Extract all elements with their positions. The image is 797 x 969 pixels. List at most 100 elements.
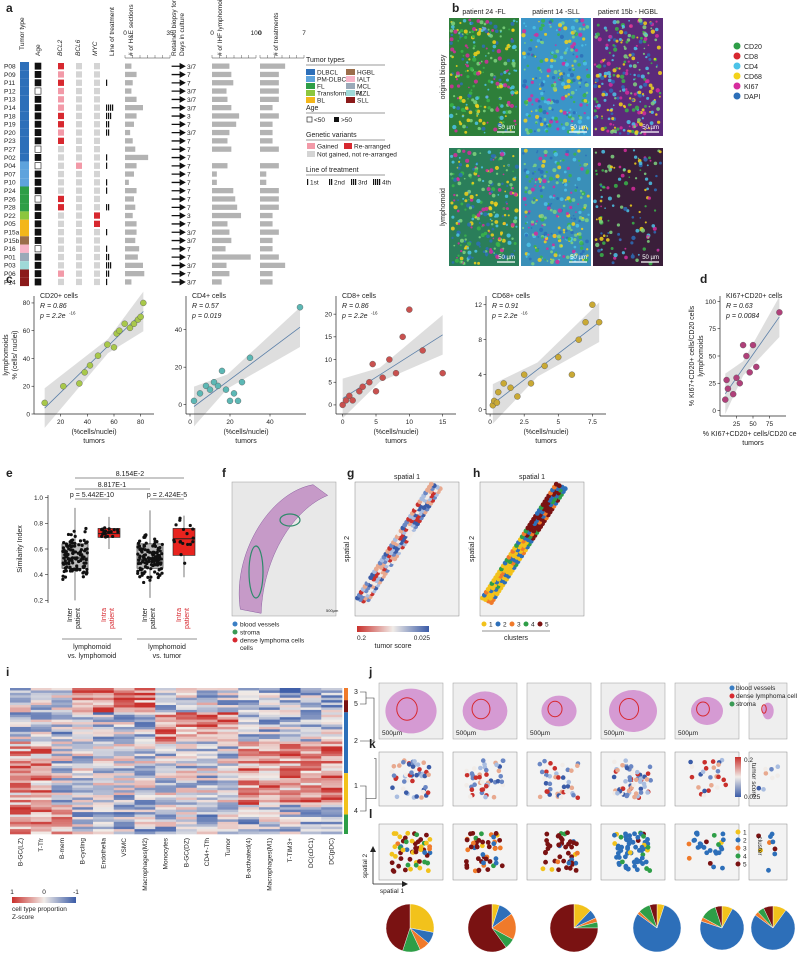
data-point [736, 380, 743, 387]
heatmap-cell [51, 726, 73, 730]
cell-dot [469, 176, 472, 179]
cell-dot [646, 164, 649, 167]
genetic-cell [76, 237, 82, 244]
cell-dot [582, 61, 588, 66]
cell-dot [553, 70, 558, 75]
spot-cluster [476, 837, 482, 843]
spot-cluster [497, 845, 503, 851]
heatmap-cell [30, 831, 52, 835]
heatmap-cell [217, 753, 239, 757]
heatmap-cell [72, 761, 94, 764]
data-point [589, 301, 596, 308]
jitter-point [153, 570, 157, 574]
spot-cluster [704, 850, 710, 856]
cell-dot [528, 210, 531, 213]
jitter-point [67, 560, 71, 565]
cell-dot [600, 195, 603, 199]
cell-dot [468, 18, 472, 22]
spot-cluster [556, 833, 562, 838]
heatmap-cell [238, 775, 260, 779]
cell-dot [505, 223, 509, 226]
heatmap-cell [10, 731, 32, 735]
heatmap-cell [259, 824, 281, 827]
heatmap-cell [321, 719, 343, 723]
spot-tumor-score [415, 762, 421, 767]
spot-cluster [392, 844, 398, 850]
cell-dot [594, 169, 598, 173]
heatmap-cell [217, 741, 239, 745]
heatmap-cell [10, 773, 32, 776]
spatial-thumbnail-frame [378, 751, 444, 807]
jitter-point [181, 527, 186, 532]
cell-dot [478, 118, 483, 123]
chart-title: CD8+ cells [342, 293, 377, 300]
cell-dot [492, 158, 495, 161]
legend-dot [232, 629, 238, 635]
cell-dot [462, 149, 466, 153]
heatmap-cell [10, 714, 32, 718]
heatmap-cell [93, 739, 115, 742]
cell-dot [534, 184, 537, 187]
heatmap-cell [155, 765, 177, 769]
jitter-point [72, 529, 76, 533]
heatmap-cell [176, 765, 198, 769]
y-tick-label: 0 [26, 411, 30, 418]
cell-dot [469, 198, 474, 202]
cell-dot [565, 49, 568, 52]
cell-dot [656, 107, 660, 111]
heatmap-cell [259, 770, 281, 774]
cell-dot [553, 152, 558, 157]
heatmap-cell [93, 797, 115, 801]
cell-dot [506, 58, 511, 63]
spatial-y-label: spatial 2 [344, 536, 351, 562]
cell-dot [649, 121, 654, 126]
cell-dot [537, 257, 542, 263]
cell-dot [492, 44, 497, 49]
genetic-cell [76, 195, 82, 203]
jitter-point [102, 529, 106, 534]
dense-lymphoma-outline [618, 698, 640, 720]
group-label: Inter [142, 607, 149, 622]
heatmap-cell [217, 807, 239, 810]
heatmap-cell [113, 731, 135, 735]
heatmap-cell [155, 826, 177, 830]
line-swatch [329, 179, 331, 185]
cell-dot [616, 223, 621, 227]
cell-dot [557, 208, 563, 213]
cell-dot [475, 71, 481, 76]
cell-dot [597, 64, 602, 69]
cell-dot [599, 236, 604, 241]
treatment-line-bar [108, 104, 110, 111]
heatmap-cell [134, 697, 156, 701]
marker-label: DAPI [744, 94, 760, 101]
cell-dot [536, 150, 539, 152]
cell-dot [600, 185, 603, 188]
cell-dot [557, 165, 562, 170]
heatmap-cell [113, 729, 135, 733]
tumor-type-cell [20, 194, 29, 204]
tissue-section [609, 690, 657, 732]
x-tick-label: 25 [733, 421, 741, 428]
heatmap-cell [155, 816, 177, 820]
heatmap-cell [51, 705, 73, 708]
he-bar [125, 246, 140, 252]
heatmap-cell [321, 731, 343, 735]
cell-dot [643, 157, 648, 162]
cell-dot [658, 91, 662, 95]
data-point [379, 374, 386, 381]
spot-tumor-score [483, 794, 488, 800]
heatmap-cell [30, 797, 52, 801]
line-swatch [375, 179, 377, 185]
header-10: # of treatments [273, 12, 280, 56]
patient-label: P02 [4, 155, 16, 162]
cell-dot [560, 74, 564, 78]
cell-dot [531, 177, 534, 180]
spot-tumor-score [624, 765, 630, 771]
cell-dot [505, 201, 508, 204]
cell-dot [658, 161, 662, 165]
cell-dot [570, 228, 573, 232]
heatmap-cell [196, 816, 218, 820]
heatmap-cell [238, 743, 260, 747]
legend-label: blood vessels [736, 685, 776, 692]
